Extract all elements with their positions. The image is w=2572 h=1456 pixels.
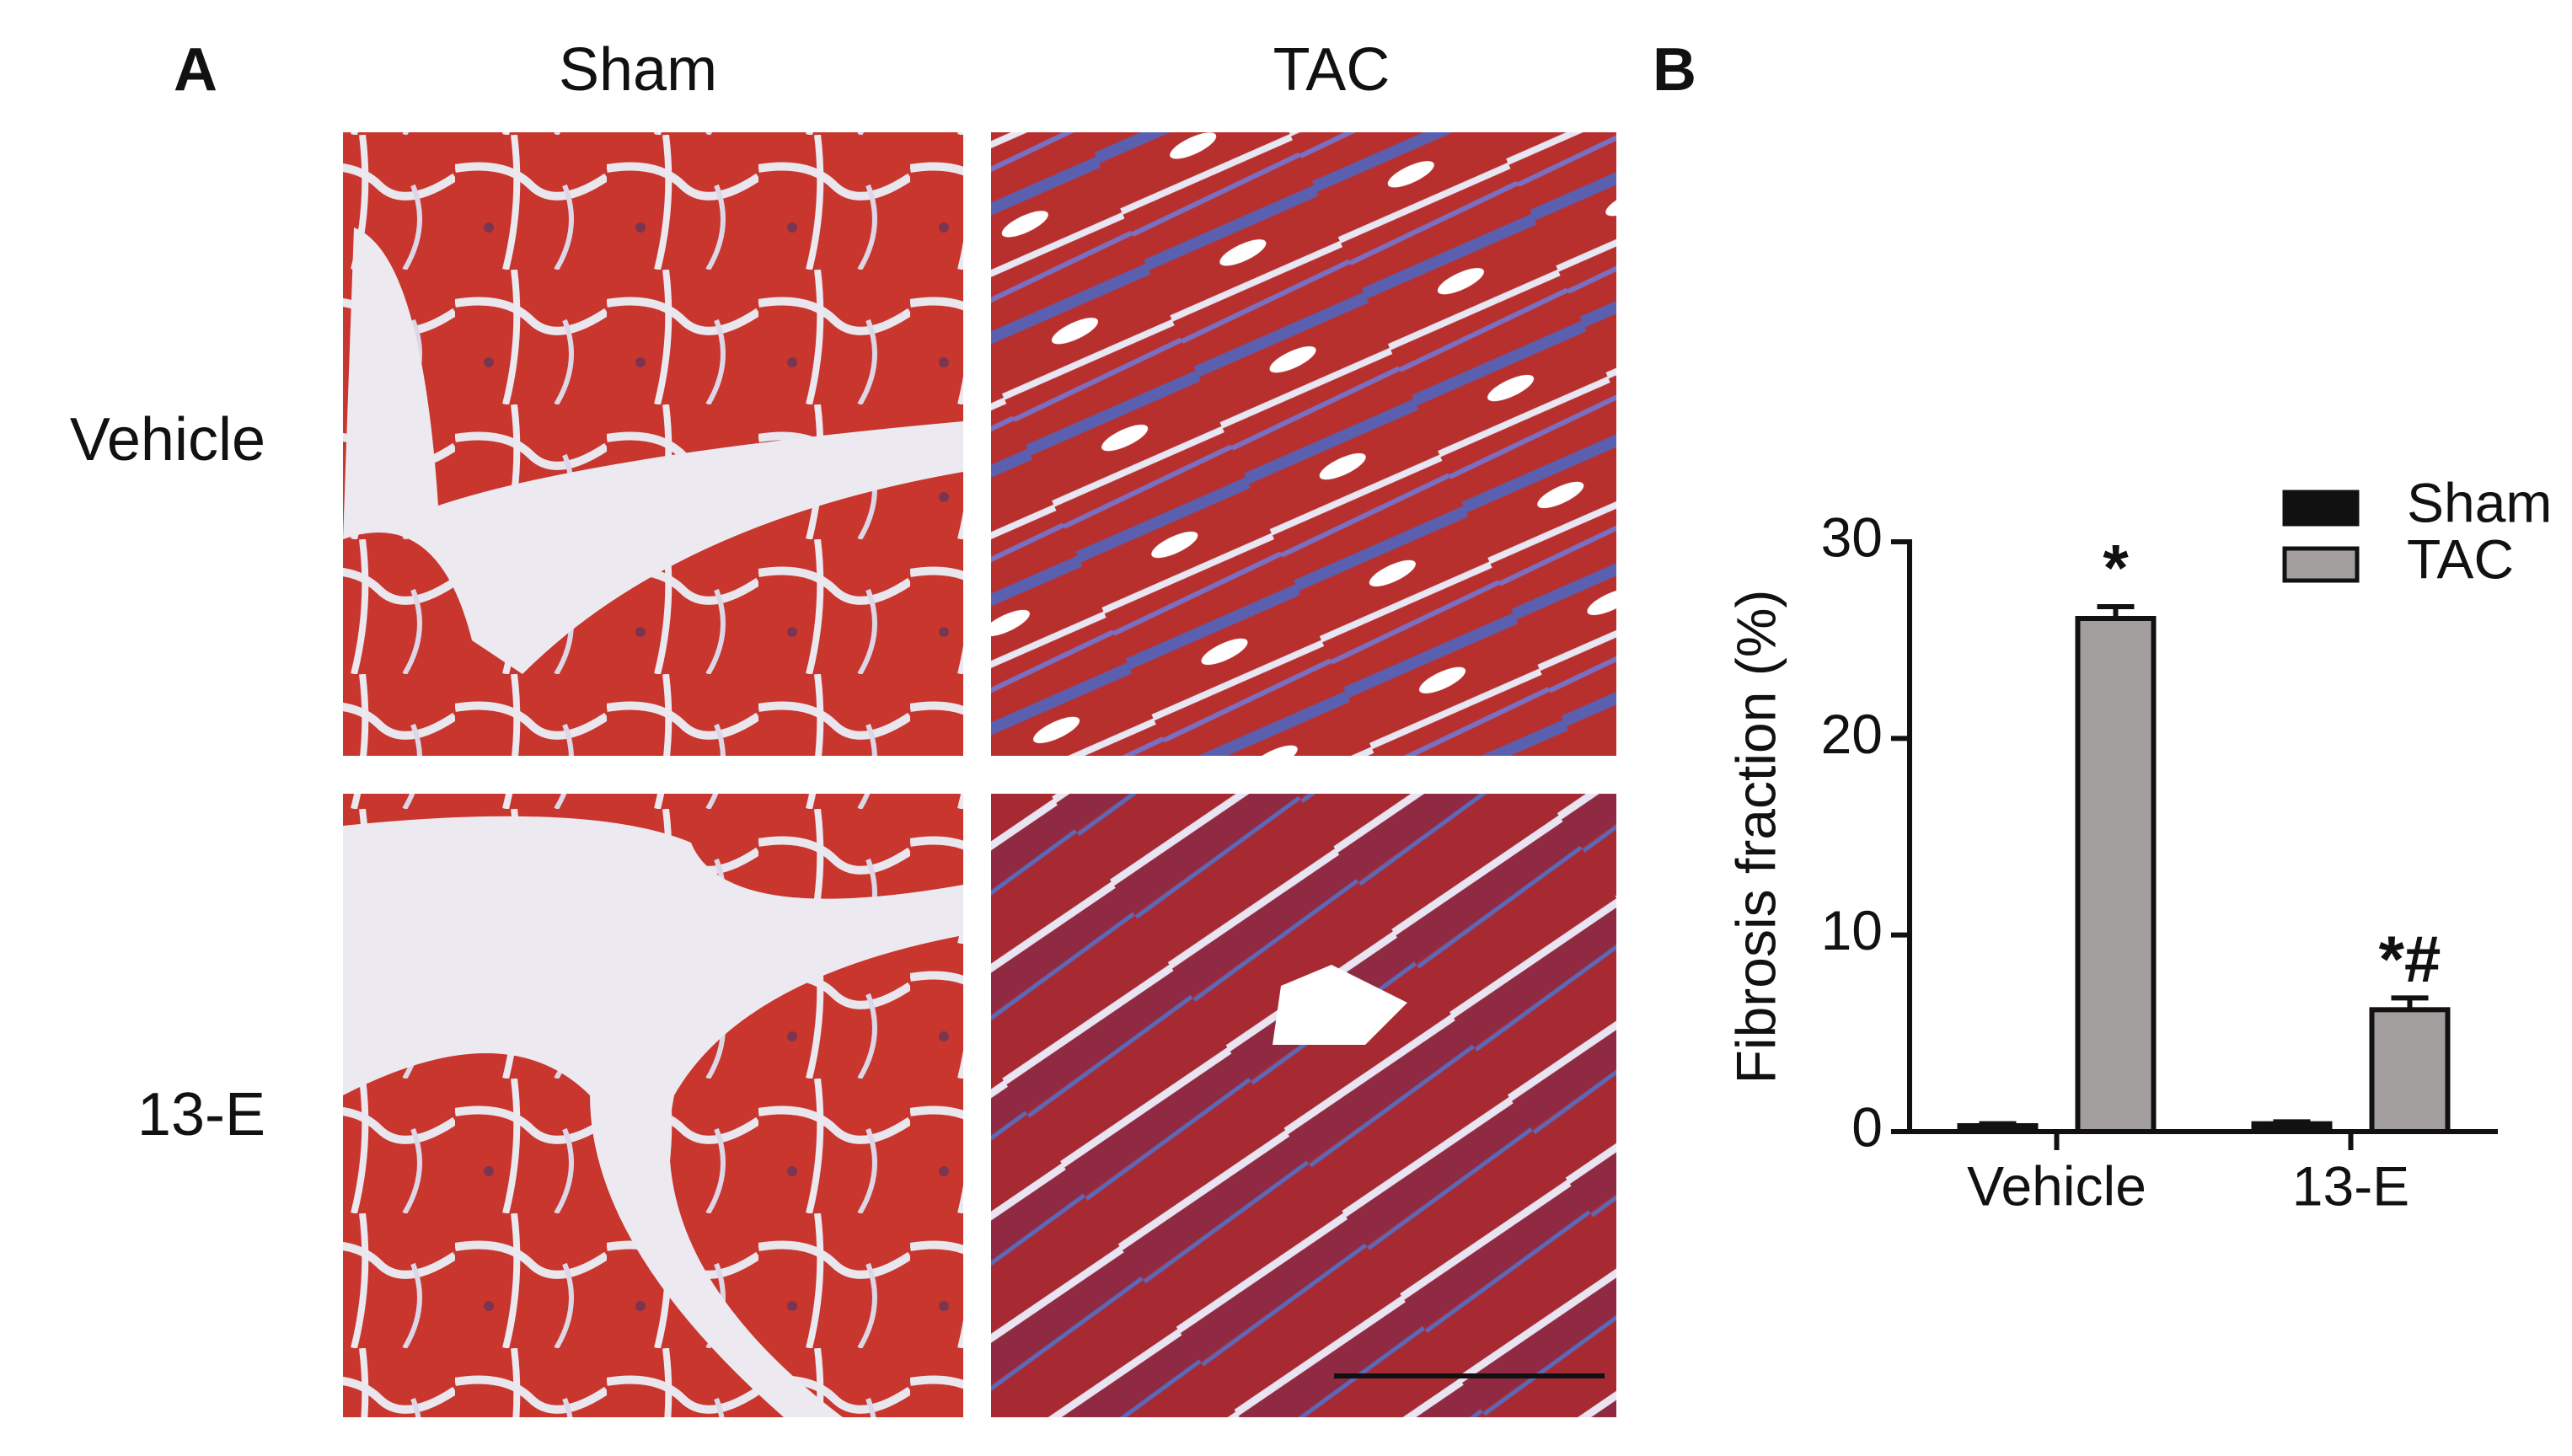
x-tick-label: 13-E [2292,1154,2409,1217]
panel-label: A [174,36,217,104]
bar [2075,616,2157,1134]
histology-image [991,132,1616,756]
row-label: 13-E [137,1081,265,1148]
tissue-gap [343,816,963,1417]
histology-image [991,794,1616,1417]
column-header: Sham [559,36,717,104]
row-label: Vehicle [70,406,265,474]
y-tick-label: 0 [1851,1095,1883,1158]
value-label: *# [2379,922,2441,996]
legend-label: TAC [2407,527,2514,590]
bar [2251,1121,2333,1134]
panel-label: B [1653,36,1696,104]
column-header: TAC [1273,36,1390,104]
y-tick-label: 20 [1821,703,1883,765]
tissue-gap [1273,965,1407,1045]
y-tick-label: 30 [1821,506,1883,568]
tissue-gap [343,228,963,674]
bar [2369,1007,2451,1135]
x-tick-label: Vehicle [1967,1154,2146,1217]
legend-label: Sham [2407,471,2552,533]
y-tick-label: 10 [1821,899,1883,961]
legend-swatch [2282,490,2360,527]
bar [1957,1123,2039,1134]
y-axis-label: Fibrosis fraction (%) [1724,590,1787,1084]
legend-swatch [2282,546,2360,583]
value-label: * [2103,531,2129,605]
